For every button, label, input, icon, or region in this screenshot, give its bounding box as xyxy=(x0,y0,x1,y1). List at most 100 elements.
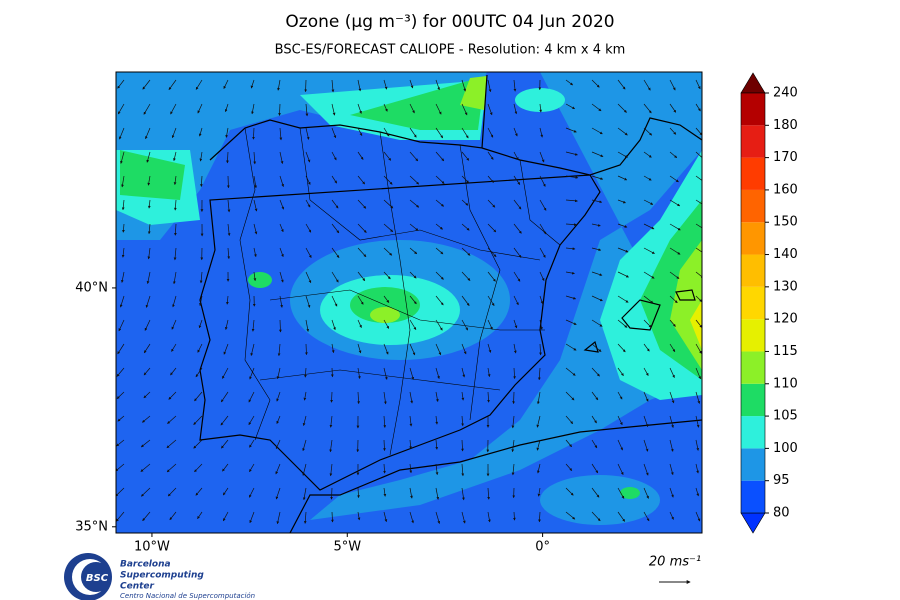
wind-arrow xyxy=(249,511,255,524)
wind-arrow xyxy=(695,223,702,229)
wind-arrow xyxy=(617,151,628,158)
wind-arrow xyxy=(565,343,577,351)
wind-arrow xyxy=(279,223,284,233)
x-tick-label: 5°W xyxy=(333,540,361,555)
wind-arrow xyxy=(330,487,333,500)
wind-arrow xyxy=(461,223,470,231)
wind-arrow xyxy=(643,511,650,522)
wind-arrow xyxy=(565,439,572,448)
wind-arrow xyxy=(249,439,255,448)
wind-arrow xyxy=(279,295,283,308)
wind-arrow xyxy=(143,343,151,354)
wind-arrow xyxy=(487,511,491,523)
wind-arrow xyxy=(669,295,678,304)
wind-arrow xyxy=(409,151,419,162)
wind-arrow xyxy=(195,487,203,496)
wind-arrow xyxy=(224,103,229,113)
wind-arrow xyxy=(669,199,681,207)
wind-arrow xyxy=(172,295,177,308)
wind-arrow xyxy=(695,343,702,354)
wind-arrow xyxy=(565,463,573,471)
wind-arrow xyxy=(435,295,444,306)
colorbar-segment xyxy=(741,157,765,190)
wind-arrow xyxy=(171,343,177,352)
wind-arrow xyxy=(251,103,255,115)
wind-arrow xyxy=(435,343,442,356)
wind-arrow xyxy=(409,439,412,450)
wind-arrow xyxy=(435,223,443,230)
wind-arrow xyxy=(591,199,603,204)
wind-arrow xyxy=(331,175,338,184)
wind-arrow xyxy=(305,295,311,308)
wind-arrow xyxy=(305,199,311,208)
wind-arrow xyxy=(695,127,702,136)
wind-arrow xyxy=(227,223,231,237)
wind-arrow xyxy=(253,151,257,165)
wind-arrow xyxy=(357,151,364,160)
wind-arrow xyxy=(435,463,439,476)
wind-arrow xyxy=(643,439,649,452)
wind-arrow xyxy=(275,439,281,450)
wind-arrow xyxy=(147,199,151,209)
wind-scale-label: 20 ms⁻¹ xyxy=(649,555,701,570)
wind-arrow xyxy=(695,103,701,112)
wind-arrow xyxy=(487,103,493,116)
wind-arrow xyxy=(305,151,311,163)
wind-arrow xyxy=(617,175,628,181)
wind-arrow xyxy=(512,511,516,521)
wind-arrow xyxy=(565,127,577,133)
wind-arrow xyxy=(695,271,702,279)
colorbar-segment xyxy=(741,319,765,352)
wind-arrow xyxy=(539,127,544,138)
wind-arrow xyxy=(193,415,203,425)
wind-arrow xyxy=(461,391,465,401)
x-tick-label: 0° xyxy=(535,540,550,555)
wind-arrow xyxy=(248,391,255,403)
colorbar-tick-label: 105 xyxy=(773,409,798,424)
wind-arrow xyxy=(617,247,629,253)
wind-arrow xyxy=(537,487,541,497)
wind-arrow xyxy=(383,199,394,209)
wind-arrow xyxy=(303,511,307,524)
colorbar-segment xyxy=(741,480,765,513)
wind-arrow xyxy=(435,79,440,91)
wind-arrow xyxy=(121,199,125,211)
wind-arrow xyxy=(116,439,125,447)
wind-arrow xyxy=(199,151,203,162)
wind-arrow xyxy=(383,223,394,232)
wind-arrow xyxy=(513,367,516,380)
map-frame xyxy=(115,71,703,534)
wind-arrow xyxy=(461,511,466,524)
wind-arrow xyxy=(536,415,541,428)
wind-arrow xyxy=(143,391,151,399)
wind-arrow xyxy=(511,463,515,476)
wind-arrow xyxy=(223,79,229,89)
wind-arrow xyxy=(383,151,392,161)
wind-arrow xyxy=(197,511,203,520)
wind-arrow xyxy=(669,79,676,91)
colorbar-tick-label: 120 xyxy=(773,312,798,327)
colorbar-segment xyxy=(741,383,765,417)
wind-arrow xyxy=(383,79,388,90)
wind-arrow xyxy=(565,295,577,300)
wind-arrow xyxy=(536,391,541,405)
wind-arrow xyxy=(591,511,601,522)
wind-arrow xyxy=(276,511,281,525)
wind-arrow xyxy=(146,151,151,163)
colorbar-tick-label: 115 xyxy=(773,344,798,359)
wind-arrow xyxy=(669,175,679,183)
axes: 10°W 5°W 0° 40°N 35°N xyxy=(75,280,550,554)
wind-arrow xyxy=(461,463,465,477)
wind-arrow xyxy=(617,439,623,451)
wind-arrow xyxy=(331,199,339,209)
wind-arrow xyxy=(383,487,387,497)
wind-arrow xyxy=(513,199,522,210)
map-field xyxy=(116,72,702,533)
wind-arrow xyxy=(276,415,281,424)
wind-arrow xyxy=(140,439,151,448)
wind-arrow xyxy=(539,319,543,330)
wind-arrow xyxy=(331,319,336,331)
wind-arrow xyxy=(252,127,255,140)
colorbar-segment xyxy=(741,254,765,287)
wind-arrow xyxy=(120,151,125,164)
